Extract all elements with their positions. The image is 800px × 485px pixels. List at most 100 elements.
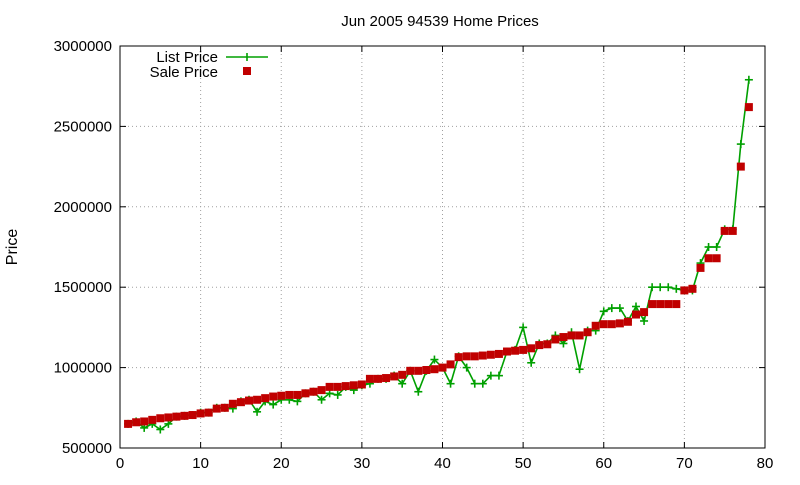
sale-price-point [527, 344, 536, 353]
y-tick-label: 2500000 [54, 118, 112, 135]
sale-price-point [140, 417, 149, 426]
sale-price-point [688, 284, 697, 293]
sale-price-point [253, 395, 262, 404]
sale-price-point [575, 331, 584, 340]
x-tick-label: 80 [757, 455, 774, 472]
legend-swatch-sale-price [243, 67, 251, 75]
list-price-point [398, 379, 407, 388]
sale-price-point [503, 347, 511, 356]
x-tick-label: 40 [434, 455, 451, 472]
sale-price-point [591, 321, 600, 330]
list-price-point [656, 283, 665, 292]
sale-price-point [212, 404, 221, 413]
list-price-point [736, 140, 745, 149]
list-price-point [632, 302, 640, 311]
x-tick-label: 70 [676, 455, 693, 472]
sale-price-point [325, 382, 334, 391]
sale-price-point [607, 320, 616, 329]
list-price-point [470, 379, 479, 388]
sale-price-point [132, 418, 141, 427]
list-price-point [664, 283, 673, 292]
sale-price-point [422, 366, 431, 375]
sale-price-point [285, 390, 294, 399]
sale-price-point [188, 411, 197, 420]
sale-price-point [478, 351, 487, 360]
list-price-point [648, 283, 657, 292]
legend-label-sale-price: Sale Price [150, 64, 218, 81]
sale-price-point [744, 103, 753, 112]
sale-price-point [559, 333, 568, 342]
sale-price-point [615, 319, 624, 328]
sale-price-point [599, 320, 608, 329]
sale-price-point [648, 300, 657, 309]
sale-price-point [430, 365, 439, 374]
sale-price-point [438, 363, 447, 372]
chart-title: Jun 2005 94539 Home Prices [341, 13, 539, 30]
grid [120, 46, 765, 448]
sale-price-point [317, 386, 326, 395]
sale-price-point [664, 300, 673, 309]
list-price-point [333, 390, 342, 399]
y-tick-label: 1000000 [54, 360, 112, 377]
sale-price-point [374, 374, 382, 383]
legend: List Price Sale Price [150, 49, 268, 81]
sale-price-point [277, 391, 286, 400]
x-tick-label: 50 [515, 455, 532, 472]
y-tick-label: 2000000 [54, 199, 112, 216]
axis-ticks: 0 10 20 30 40 50 60 70 80 500000 1000000 1500000 200… [54, 38, 774, 472]
sale-price-point [236, 398, 245, 407]
sale-price-point [148, 415, 157, 424]
list-price-point [269, 400, 278, 409]
list-price-point [430, 355, 439, 364]
sale-price-point [519, 345, 528, 354]
sale-price-point [680, 286, 689, 295]
list-price-point [253, 407, 262, 416]
x-tick-label: 30 [354, 455, 371, 472]
sale-price-point [567, 331, 576, 340]
sale-price-point [196, 409, 205, 418]
list-price-point [494, 371, 503, 380]
sale-price-point [309, 387, 318, 396]
series-layer [124, 75, 753, 434]
list-price-point [615, 304, 624, 313]
list-price-point [744, 75, 753, 84]
y-tick-label: 3000000 [54, 38, 112, 55]
sale-price-point [486, 350, 495, 359]
sale-price-point [341, 382, 350, 391]
sale-price-point [462, 352, 471, 361]
list-price-point [446, 379, 455, 388]
list-price-point [672, 284, 681, 293]
sale-price-point [228, 399, 237, 408]
sale-price-point [357, 380, 366, 389]
sale-price-point [511, 346, 520, 355]
sale-price-point [414, 366, 423, 375]
sale-price-point [672, 300, 681, 309]
sale-price-point [535, 341, 544, 350]
sale-price-point [365, 374, 374, 383]
sale-price-point [632, 310, 640, 319]
sale-price-point [551, 335, 560, 344]
sale-price-point [204, 408, 213, 417]
sale-price-point [720, 226, 729, 235]
list-price-point [704, 243, 713, 251]
x-tick-label: 0 [116, 455, 124, 472]
sale-price-point [301, 389, 310, 398]
x-tick-label: 20 [273, 455, 290, 472]
list-price-point [486, 371, 495, 380]
x-tick-label: 10 [192, 455, 209, 472]
sale-price-point [712, 254, 721, 263]
sale-price-point [454, 353, 463, 362]
sale-price-point [333, 382, 342, 391]
list-price-point [607, 304, 616, 313]
sale-price-point [382, 374, 391, 383]
sale-price-point [293, 390, 302, 399]
list-price-point [462, 363, 471, 372]
y-axis-label: Price [4, 229, 21, 266]
sale-price-point [124, 419, 133, 428]
sale-price-point [349, 381, 358, 390]
y-tick-label: 500000 [62, 440, 112, 457]
sale-price-point [446, 360, 455, 369]
list-price-point [640, 316, 649, 325]
y-tick-label: 1500000 [54, 279, 112, 296]
